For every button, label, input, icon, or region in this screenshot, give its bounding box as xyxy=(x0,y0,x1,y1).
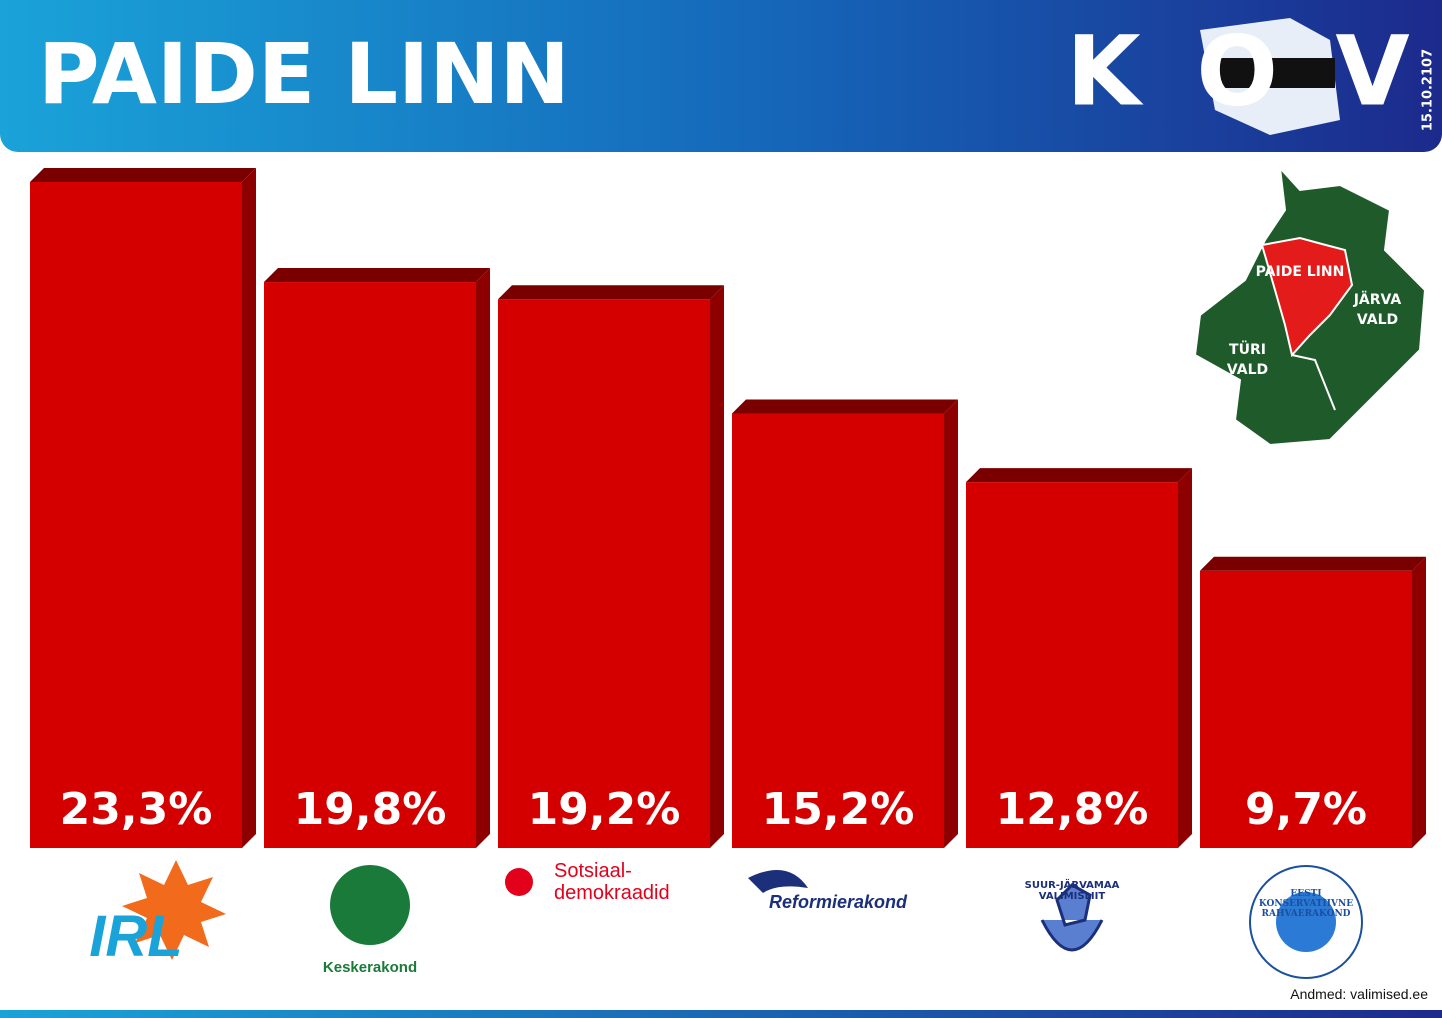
value-label: 9,7% xyxy=(1245,784,1367,835)
category-label: SUUR-JÄRVAMAA VALIMISLIIT xyxy=(1024,880,1120,902)
category-label: Keskerakond xyxy=(322,959,418,976)
category-label: Sotsiaal-demokraadid xyxy=(554,860,670,904)
value-label: 23,3% xyxy=(60,784,213,835)
map-label: TÜRI VALD xyxy=(1226,342,1269,378)
map-label: PAIDE LINN xyxy=(1255,264,1345,280)
bar xyxy=(264,282,476,848)
bar-side xyxy=(944,399,958,848)
bar-side xyxy=(1412,556,1426,848)
value-label: 19,2% xyxy=(528,784,681,835)
bar xyxy=(966,482,1178,848)
logo-icon xyxy=(1040,883,1104,952)
header-band xyxy=(0,0,1442,152)
bar-side xyxy=(476,268,490,848)
bar-side xyxy=(1178,468,1192,848)
map-border xyxy=(1291,354,1336,411)
map-region-paide xyxy=(1260,236,1354,358)
bar xyxy=(1200,570,1412,848)
category-label: EESTI KONSERVATIIVNE RAHVAERAKOND xyxy=(1258,889,1354,919)
date: 15.10.2107 xyxy=(1421,49,1436,131)
bar xyxy=(732,413,944,848)
logo-icon xyxy=(122,860,226,960)
region-map xyxy=(1193,165,1427,447)
chart-title: PAIDE LINN xyxy=(38,25,570,123)
map-label: JÄRVA VALD xyxy=(1353,292,1402,328)
logo-text: KOV xyxy=(1066,15,1442,127)
source: Andmed: valimised.ee xyxy=(1290,986,1428,1002)
logo-icon xyxy=(748,870,808,893)
bar-top xyxy=(732,399,958,414)
bar xyxy=(30,182,242,848)
bar-side xyxy=(710,285,724,849)
bar-side xyxy=(242,168,256,848)
bar-top xyxy=(264,268,490,283)
value-label: 15,2% xyxy=(762,784,915,835)
bar-top xyxy=(30,168,256,182)
category-label: IRL xyxy=(89,904,183,969)
logo-icon xyxy=(505,868,533,896)
bar-top xyxy=(1200,556,1426,571)
logo-icon xyxy=(1249,865,1363,979)
value-label: 12,8% xyxy=(996,784,1149,835)
category-label: Reformierakond xyxy=(768,892,908,912)
value-label: 19,8% xyxy=(294,784,447,835)
bar xyxy=(498,299,710,849)
bar-top xyxy=(498,285,724,300)
bar-top xyxy=(966,468,1192,483)
logo-flag-stripe xyxy=(1205,58,1335,88)
footer-band xyxy=(0,1010,1442,1018)
logo-icon xyxy=(330,865,410,945)
logo-icon xyxy=(1276,892,1336,952)
